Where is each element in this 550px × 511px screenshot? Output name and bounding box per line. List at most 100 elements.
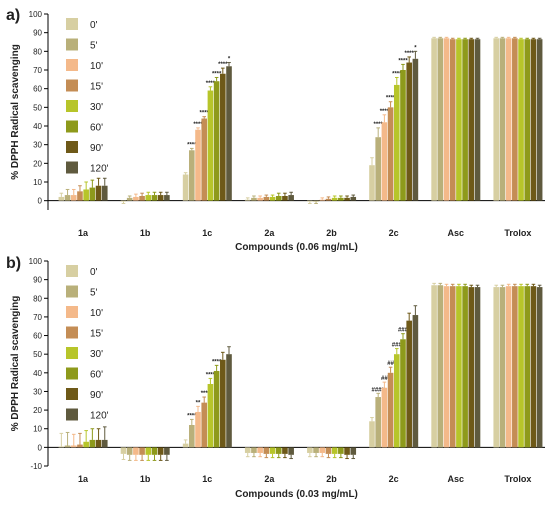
significance-label: ****	[193, 122, 203, 128]
bar	[369, 421, 375, 448]
legend-swatch	[66, 408, 78, 421]
y-tick-label: 60	[33, 332, 42, 341]
bar	[164, 447, 170, 455]
legend-label: 120'	[90, 164, 109, 175]
significance-label: ##	[381, 376, 388, 382]
significance-label: ###	[392, 343, 403, 349]
bar	[505, 286, 512, 448]
bar	[251, 447, 257, 453]
bar	[499, 287, 506, 448]
significance-label: ****	[398, 58, 408, 64]
bar	[89, 187, 96, 201]
bar	[350, 447, 357, 455]
y-tick-label: 10	[33, 178, 42, 187]
y-tick-label: 20	[33, 406, 42, 415]
bar	[83, 441, 89, 448]
bar	[288, 447, 294, 455]
legend-swatch	[66, 18, 78, 30]
legend-label: 90'	[90, 390, 103, 401]
x-category-label: Trolox	[504, 228, 531, 238]
bar	[443, 38, 450, 201]
significance-label: ****	[187, 413, 197, 419]
y-tick-label: 50	[33, 350, 42, 359]
bar	[493, 38, 500, 201]
bar	[307, 447, 313, 453]
legend-label: 90'	[90, 143, 103, 154]
significance-label: **	[196, 400, 201, 406]
bar	[449, 39, 456, 201]
bar	[157, 447, 164, 455]
y-tick-label: 10	[33, 425, 42, 434]
bar	[387, 107, 394, 201]
bar	[145, 447, 152, 455]
bar	[182, 443, 189, 448]
bar	[58, 196, 65, 201]
bar	[381, 387, 388, 448]
bar	[70, 195, 77, 201]
bar	[101, 185, 108, 201]
bar	[213, 81, 220, 201]
legend-label: 60'	[90, 370, 103, 381]
bar	[350, 196, 357, 201]
bar	[145, 195, 152, 201]
bar	[325, 198, 332, 201]
significance-label: ####	[372, 387, 386, 393]
bar	[70, 445, 77, 448]
significance-label: ****	[187, 142, 197, 148]
bar	[524, 286, 531, 448]
bar	[512, 38, 518, 201]
bar	[443, 286, 450, 448]
bar	[189, 425, 195, 448]
x-category-label: 1b	[140, 228, 151, 238]
legend-swatch	[66, 100, 78, 112]
significance-label: *	[228, 57, 231, 63]
bar	[64, 445, 71, 448]
legend-swatch	[66, 306, 78, 318]
legend-swatch	[66, 347, 78, 359]
bar	[126, 197, 133, 201]
significance-label: ****	[206, 81, 216, 87]
bar	[437, 285, 444, 448]
bar	[282, 196, 288, 201]
bar	[313, 447, 319, 453]
x-category-label: 1c	[202, 474, 212, 484]
bar	[157, 195, 164, 201]
bar	[182, 174, 189, 201]
legend-swatch	[66, 79, 78, 92]
bar	[313, 200, 319, 202]
bar	[518, 39, 524, 201]
bar	[133, 447, 139, 455]
bar	[456, 286, 462, 448]
y-tick-label: 100	[29, 10, 43, 19]
bar	[431, 285, 437, 448]
bar	[64, 195, 71, 201]
bar	[77, 444, 83, 448]
bar	[95, 439, 102, 448]
bar	[437, 38, 444, 201]
bar	[282, 447, 288, 454]
bar	[288, 195, 294, 201]
bar	[344, 447, 350, 455]
x-category-label: 1b	[140, 474, 151, 484]
y-tick-label: 50	[33, 103, 42, 112]
legend-label: 0'	[90, 20, 98, 31]
significance-label: ****	[200, 111, 210, 117]
legend-swatch	[66, 38, 78, 51]
bar	[58, 446, 65, 448]
legend-swatch	[66, 388, 78, 400]
y-tick-label: 100	[29, 257, 43, 266]
bar	[269, 196, 276, 201]
bar	[456, 39, 462, 201]
legend-label: 5'	[90, 41, 98, 52]
bar	[195, 411, 201, 448]
legend-swatch	[66, 285, 78, 298]
significance-label: ****	[212, 71, 222, 77]
bar	[338, 197, 344, 201]
x-category-label: 1a	[78, 228, 89, 238]
bar	[244, 447, 251, 453]
x-category-label: 2c	[389, 474, 399, 484]
significance-label: ##	[387, 361, 394, 367]
bar	[331, 197, 338, 201]
bar	[251, 197, 257, 201]
bar	[120, 200, 127, 202]
